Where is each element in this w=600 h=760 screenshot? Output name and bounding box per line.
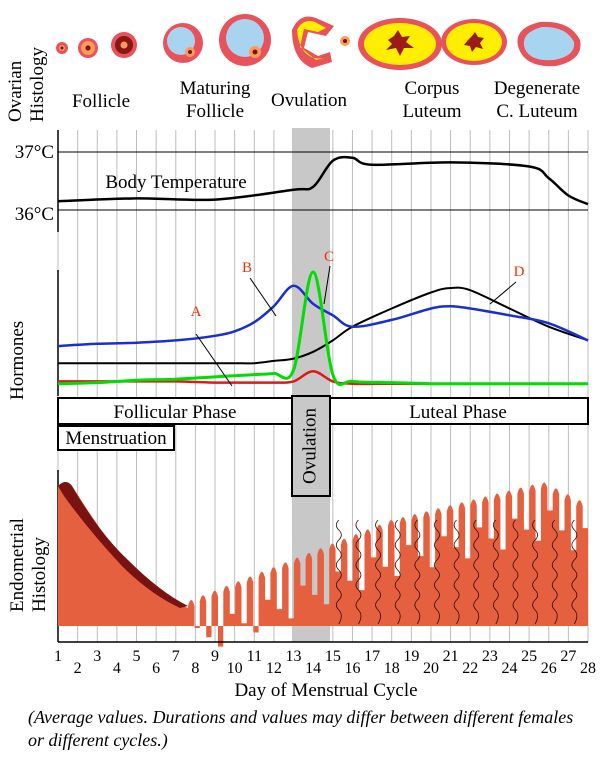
day-label-28: 28 — [580, 660, 596, 677]
spiral-artery — [355, 519, 362, 625]
leader-d — [489, 281, 517, 305]
endometrial-glands — [188, 482, 588, 647]
x-axis: 1234567891011121314151617181920212223242… — [54, 641, 596, 701]
x-axis-title: Day of Menstrual Cycle — [234, 680, 417, 701]
stage-label-corpus: Corpus — [405, 78, 460, 99]
phase-bars: Follicular Phase Luteal Phase Menstruati… — [57, 395, 589, 497]
ovulation-icon — [292, 16, 350, 68]
day-label-3: 3 — [93, 648, 101, 665]
stage-label-ovulation: Ovulation — [271, 90, 347, 111]
ovulation-box — [291, 395, 331, 497]
day-label-13: 13 — [286, 648, 302, 665]
day-label-26: 26 — [541, 660, 557, 677]
corpus-luteum-icon-1 — [358, 18, 442, 70]
day-label-2: 2 — [74, 660, 82, 677]
maturing-follicle-icon-1 — [163, 23, 203, 63]
hormone-letter-b: B — [242, 260, 252, 276]
ovulation-phase-label: Ovulation — [300, 408, 321, 484]
hormone-letter-d: D — [514, 264, 525, 280]
endometrial-histology-label-2: Histology — [29, 537, 50, 612]
day-label-23: 23 — [482, 648, 498, 665]
stage-label-maturing: Maturing — [180, 78, 251, 99]
day-label-6: 6 — [152, 660, 160, 677]
stage-label-c-luteum: C. Luteum — [496, 101, 577, 122]
endometrial-histology-label-1: Endometrial — [7, 518, 28, 612]
leader-b — [249, 277, 277, 317]
follicle-small-icon — [56, 42, 68, 54]
day-label-14: 14 — [305, 660, 321, 677]
endometrium-panel: Endometrial Histology — [7, 470, 588, 647]
day-label-24: 24 — [501, 660, 517, 677]
day-label-15: 15 — [325, 648, 341, 665]
day-label-21: 21 — [443, 648, 459, 665]
follicle-medium-icon — [78, 38, 98, 58]
ovarian-histology-row: Ovarian Histology Follicle Maturing Foll… — [5, 14, 581, 122]
spiral-artery — [414, 519, 421, 625]
day-label-11: 11 — [247, 648, 262, 665]
day-label-18: 18 — [384, 660, 400, 677]
temperature-curve — [57, 155, 589, 206]
corpus-luteum-icon-2 — [441, 19, 507, 65]
luteal-phase-label: Luteal Phase — [409, 402, 507, 423]
shedding-edge — [58, 482, 188, 608]
hormone-letter-c: C — [324, 249, 334, 265]
spiral-artery — [394, 519, 401, 625]
spiral-artery — [473, 519, 480, 625]
spiral-artery — [492, 519, 499, 625]
stage-label-maturing-follicle: Follicle — [186, 101, 244, 122]
stage-label-luteum: Luteum — [402, 101, 461, 122]
day-label-9: 9 — [211, 648, 219, 665]
caption: (Average values. Durations and values ma… — [28, 707, 574, 750]
day-label-16: 16 — [344, 660, 360, 677]
spiral-artery — [532, 519, 539, 625]
hormone-curve-d — [58, 286, 589, 365]
temp-tick-37: 37°C — [15, 142, 54, 163]
spiral-artery — [375, 519, 381, 625]
hormone-letter-a: A — [191, 304, 202, 320]
day-label-1: 1 — [54, 648, 62, 665]
day-label-7: 7 — [172, 648, 180, 665]
hormone-curve-b — [57, 284, 589, 348]
day-label-5: 5 — [133, 648, 141, 665]
follicular-phase-label: Follicular Phase — [114, 402, 237, 423]
spiral-artery — [512, 519, 519, 625]
degenerate-corpus-luteum-icon — [517, 21, 581, 67]
stage-label-degenerate: Degenerate — [494, 78, 581, 99]
day-label-8: 8 — [191, 660, 199, 677]
day-label-19: 19 — [403, 648, 419, 665]
spiral-artery — [571, 519, 578, 625]
day-labels: 1234567891011121314151617181920212223242… — [54, 648, 596, 677]
day-label-12: 12 — [266, 660, 282, 677]
hormones-panel: Hormones A B C D — [7, 249, 589, 400]
spiral-artery — [434, 519, 440, 625]
leader-c — [323, 265, 331, 305]
follicle-large-icon — [111, 32, 137, 58]
hormone-curve-c — [57, 270, 588, 386]
spiral-artery — [453, 519, 460, 625]
ovarian-histology-label-1: Ovarian — [5, 60, 26, 122]
temp-tick-36: 36°C — [15, 204, 54, 225]
day-label-27: 27 — [560, 648, 576, 665]
spiral-artery — [551, 519, 558, 625]
day-label-4: 4 — [113, 660, 121, 677]
temperature-panel: 37°C 36°C Body Temperature — [15, 130, 589, 232]
hormones-axis-label: Hormones — [7, 321, 28, 400]
spiral-artery — [335, 519, 342, 625]
spiral-arteries — [335, 519, 578, 625]
day-label-22: 22 — [462, 660, 478, 677]
day-label-20: 20 — [423, 660, 439, 677]
menstruation-label: Menstruation — [65, 428, 167, 449]
maturing-follicle-icon-2 — [219, 14, 271, 66]
temperature-label: Body Temperature — [105, 172, 246, 193]
ovarian-histology-label-2: Histology — [27, 47, 48, 122]
day-label-25: 25 — [521, 648, 537, 665]
stage-label-follicle: Follicle — [72, 91, 130, 112]
day-label-17: 17 — [364, 648, 380, 665]
menstruation-box — [57, 425, 175, 451]
leader-a — [195, 333, 233, 387]
day-label-10: 10 — [227, 660, 243, 677]
